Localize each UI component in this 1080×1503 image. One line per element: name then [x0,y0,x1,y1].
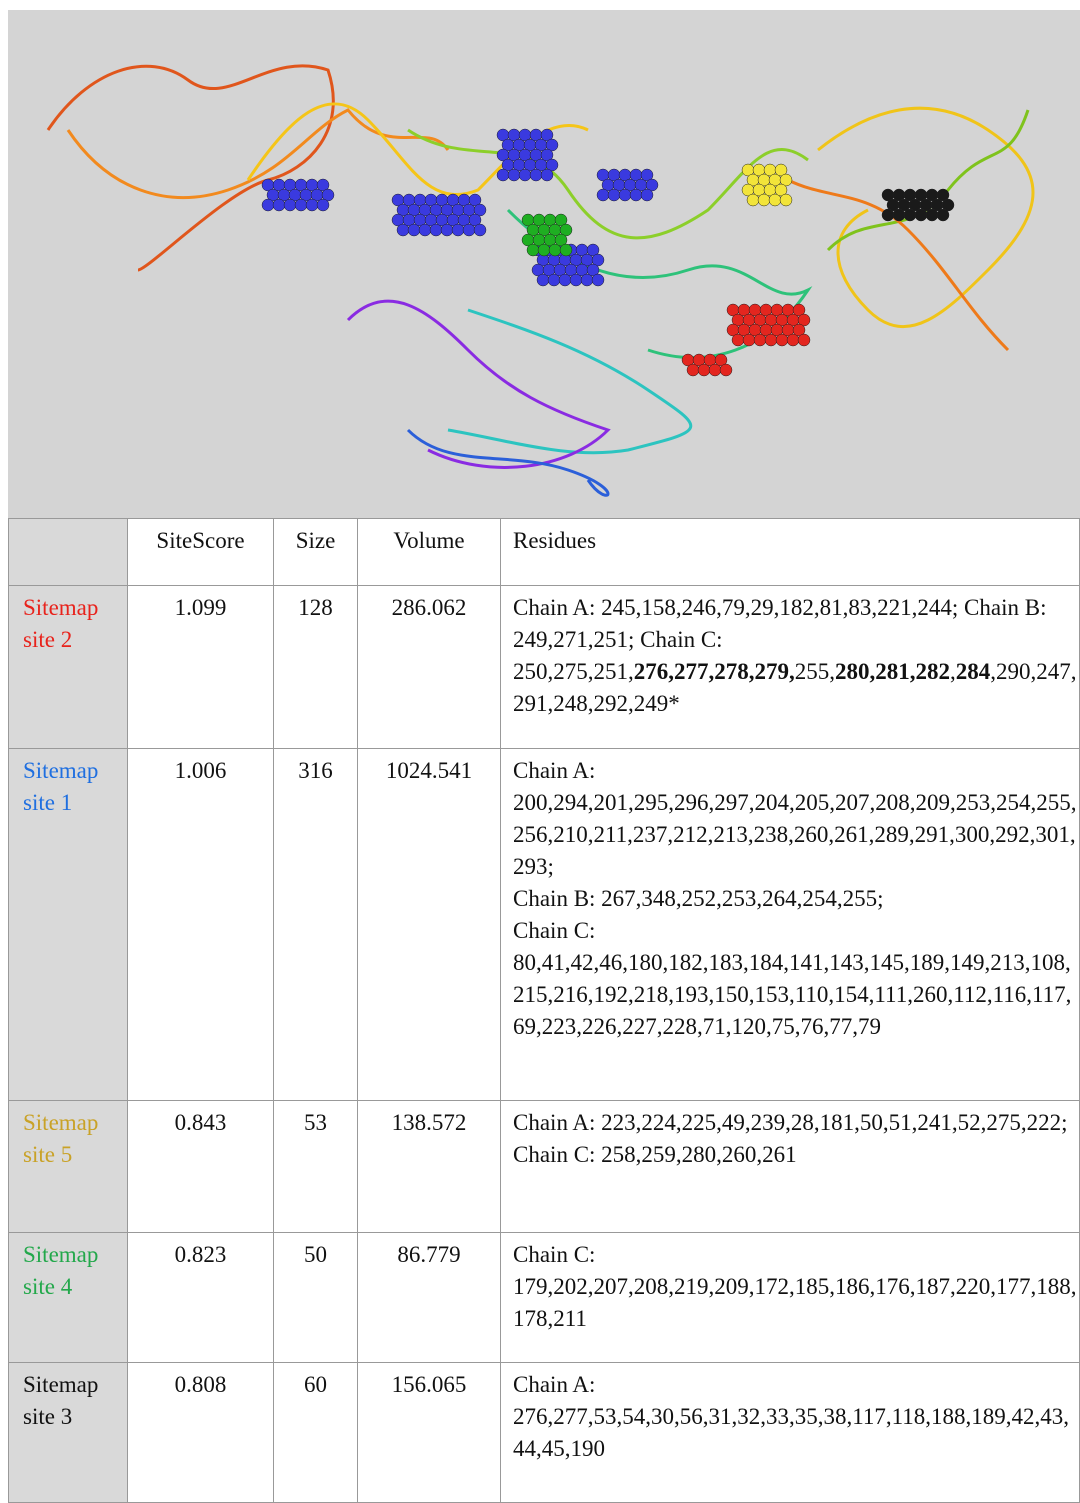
sphere [592,274,604,286]
sphere [780,194,792,206]
sphere [497,169,509,181]
sphere [284,199,296,211]
sphere [508,169,520,181]
size: 53 [274,1101,358,1233]
sitescore: 0.823 [128,1233,274,1363]
sphere [641,189,653,201]
sphere [720,364,732,376]
sphere [541,169,553,181]
sphere [273,199,285,211]
sitescore: 0.808 [128,1363,274,1503]
header-cell: Residues [501,519,1080,586]
sphere [519,169,531,181]
sphere [597,189,609,201]
sphere [630,189,642,201]
sphere [926,209,938,221]
residue-text: Chain C: 80,41,42,46,180,182,183,184,141… [513,918,1071,1039]
residue-line: Chain B: 267,348,252,253,264,254,255; [513,883,1079,915]
residue-line: Chain C: 258,259,280,260,261 [513,1139,1079,1171]
residue-line: Chain C: 179,202,207,208,219,209,172,185… [513,1239,1079,1335]
sites-table: SiteScore Size Volume Residues Sitemap s… [8,518,1080,1503]
residue-text: Chain A: 200,294,201,295,296,297,204,205… [513,758,1077,879]
residue-text: 276,277,278,279, [634,659,795,684]
size: 316 [274,749,358,1101]
sphere [915,209,927,221]
sphere [530,169,542,181]
residue-text: Chain C: 258,259,280,260,261 [513,1142,797,1167]
sphere [474,224,486,236]
sphere [619,189,631,201]
size: 60 [274,1363,358,1503]
site-name: Sitemap site 5 [9,1101,128,1233]
sitescore: 1.006 [128,749,274,1101]
site-name: Sitemap site 3 [9,1363,128,1503]
sphere [306,199,318,211]
site-name: Sitemap site 1 [9,749,128,1101]
site-name: Sitemap site 2 [9,586,128,749]
volume: 156.065 [358,1363,501,1503]
sitescore: 1.099 [128,586,274,749]
table-row: Sitemap site 30.80860156.065Chain A: 276… [9,1363,1080,1503]
residues: Chain A: 276,277,53,54,30,56,31,32,33,35… [501,1363,1080,1503]
header-cell [9,519,128,586]
residue-text: 255, [795,659,835,684]
sphere [893,209,905,221]
header-cell: SiteScore [128,519,274,586]
residue-text: 284 [956,659,991,684]
residue-line: Chain A: 223,224,225,49,239,28,181,50,51… [513,1107,1079,1139]
volume: 86.779 [358,1233,501,1363]
sphere [882,209,894,221]
sphere [295,199,307,211]
sphere [608,189,620,201]
residues: Chain C: 179,202,207,208,219,209,172,185… [501,1233,1080,1363]
site-name: Sitemap site 4 [9,1233,128,1363]
residue-text: 280,281,282 [835,659,950,684]
header-cell: Volume [358,519,501,586]
sphere [798,334,810,346]
protein-figure [8,10,1080,518]
size: 50 [274,1233,358,1363]
header-row: SiteScore Size Volume Residues [9,519,1080,586]
size: 128 [274,586,358,749]
sphere [937,209,949,221]
residue-text: Chain A: 276,277,53,54,30,56,31,32,33,35… [513,1372,1069,1461]
table-body: SiteScore Size Volume Residues Sitemap s… [9,519,1080,1503]
sphere [904,209,916,221]
residue-text: Chain A: 223,224,225,49,239,28,181,50,51… [513,1110,1068,1135]
sitescore: 0.843 [128,1101,274,1233]
volume: 1024.541 [358,749,501,1101]
volume: 286.062 [358,586,501,749]
residues: Chain A: 223,224,225,49,239,28,181,50,51… [501,1101,1080,1233]
volume: 138.572 [358,1101,501,1233]
sphere [317,199,329,211]
residue-line: Chain C: 80,41,42,46,180,182,183,184,141… [513,915,1079,1043]
residue-text: Chain B: 267,348,252,253,264,254,255; [513,886,884,911]
residues: Chain A: 200,294,201,295,296,297,204,205… [501,749,1080,1101]
page: SiteScore Size Volume Residues Sitemap s… [0,0,1080,1452]
residue-line: Chain A: 200,294,201,295,296,297,204,205… [513,755,1079,883]
sphere [560,244,572,256]
residue-text: Chain C: 179,202,207,208,219,209,172,185… [513,1242,1077,1331]
sphere [262,199,274,211]
residue-line: Chain A: 276,277,53,54,30,56,31,32,33,35… [513,1369,1079,1465]
table-row: Sitemap site 50.84353138.572 Chain A: 223… [9,1101,1080,1233]
residue-line: Chain A: 245,158,246,79,29,182,81,83,221… [513,592,1079,720]
header-cell: Size [274,519,358,586]
residues: Chain A: 245,158,246,79,29,182,81,83,221… [501,586,1080,749]
